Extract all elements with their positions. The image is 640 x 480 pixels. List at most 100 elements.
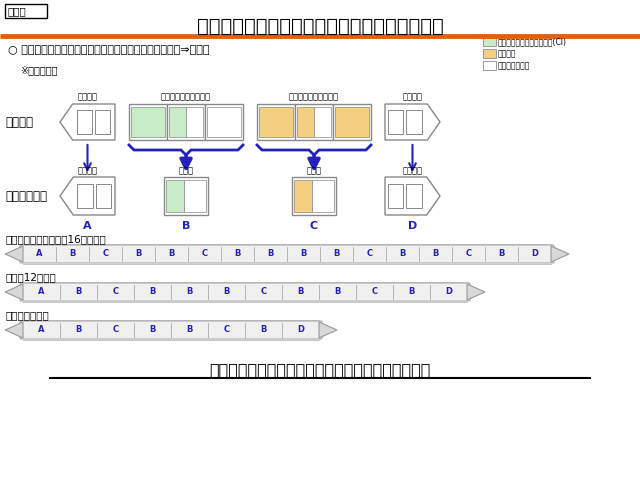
Bar [388, 110, 403, 133]
Text: B: B [76, 325, 82, 335]
Text: 基本設計の変更なく、様々な編成構成に対応が可能: 基本設計の変更なく、様々な編成構成に対応が可能 [209, 362, 431, 377]
Text: B: B [186, 325, 193, 335]
Text: ※イメージ図: ※イメージ図 [20, 65, 58, 75]
FancyBboxPatch shape [20, 245, 554, 263]
Text: D: D [297, 325, 304, 335]
Text: D: D [531, 250, 538, 259]
Bar [77, 184, 93, 208]
Bar [131, 107, 165, 137]
Text: C: C [310, 221, 318, 231]
Bar [129, 104, 167, 140]
Text: B: B [135, 250, 141, 259]
Text: 変圧器あり（３種類）: 変圧器あり（３種類） [289, 92, 339, 101]
Text: B: B [334, 288, 340, 297]
Bar [333, 104, 371, 140]
Text: D: D [445, 288, 452, 297]
Text: B: B [499, 250, 505, 259]
Bar [295, 104, 333, 140]
Bar [483, 61, 496, 70]
Bar [335, 107, 369, 137]
Text: B: B [223, 288, 230, 297]
Bar [483, 37, 496, 46]
Polygon shape [467, 284, 485, 300]
Text: B: B [260, 325, 267, 335]
Bar [95, 110, 111, 133]
Text: 変圧器なし（３種類）: 変圧器なし（３種類） [161, 92, 211, 101]
Text: ：コンバータ・インバータ(CI): ：コンバータ・インバータ(CI) [498, 37, 567, 46]
Text: B: B [298, 288, 304, 297]
Bar [257, 104, 295, 140]
Bar [297, 107, 314, 137]
Text: A: A [38, 325, 45, 335]
Text: 東海道・山陽新幹線（16両編成）: 東海道・山陽新幹線（16両編成） [5, 234, 106, 244]
Text: B: B [149, 288, 156, 297]
Bar [312, 180, 334, 212]
Text: 【標準車両】: 【標準車両】 [5, 190, 47, 203]
Bar [406, 110, 422, 133]
Bar [169, 107, 186, 137]
Text: B: B [76, 288, 82, 297]
Text: １種類: １種類 [179, 166, 193, 175]
Text: C: C [223, 325, 230, 335]
Text: A: A [38, 288, 45, 297]
Text: B: B [408, 288, 415, 297]
Text: B: B [268, 250, 274, 259]
Text: B: B [234, 250, 241, 259]
Bar [205, 104, 243, 140]
Bar [483, 49, 496, 58]
Polygon shape [551, 246, 569, 262]
Text: 先頭車１: 先頭車１ [77, 92, 97, 101]
Bar [406, 184, 422, 208]
Text: １種類: １種類 [307, 166, 321, 175]
Text: 先頭車２: 先頭車２ [403, 166, 422, 175]
Text: C: C [113, 325, 118, 335]
Polygon shape [60, 104, 115, 140]
Text: B: B [333, 250, 340, 259]
Bar [207, 107, 241, 137]
Polygon shape [385, 104, 440, 140]
Text: 先頭車２: 先頭車２ [403, 92, 422, 101]
Bar [96, 184, 111, 208]
Text: 別紙２: 別紙２ [7, 6, 26, 16]
Bar [292, 177, 336, 215]
Text: C: C [102, 250, 109, 259]
Text: C: C [260, 288, 267, 297]
Text: （例）12両編成: （例）12両編成 [5, 272, 56, 282]
Polygon shape [60, 177, 115, 215]
Text: B: B [149, 325, 156, 335]
Text: 先頭車１: 先頭車１ [77, 166, 97, 175]
Text: ：変圧器: ：変圧器 [498, 49, 516, 58]
Text: 【従来】: 【従来】 [5, 116, 33, 129]
Text: C: C [202, 250, 207, 259]
Bar [314, 107, 331, 137]
Text: B: B [186, 288, 193, 297]
Bar [5, 4, 47, 18]
Text: C: C [367, 250, 372, 259]
Text: C: C [465, 250, 472, 259]
Bar [388, 184, 403, 208]
Polygon shape [5, 246, 23, 262]
Polygon shape [5, 284, 23, 300]
Text: B: B [432, 250, 438, 259]
Text: B: B [168, 250, 175, 259]
Text: D: D [408, 221, 417, 231]
Text: C: C [371, 288, 378, 297]
Text: B: B [399, 250, 406, 259]
Polygon shape [385, 177, 440, 215]
Bar [167, 104, 205, 140]
Text: 様々な新幹線に適用可能な「標準車両」の実現: 様々な新幹線に適用可能な「標準車両」の実現 [196, 16, 444, 36]
Polygon shape [319, 322, 337, 338]
Bar [166, 180, 184, 212]
Text: B: B [300, 250, 307, 259]
Text: B: B [69, 250, 76, 259]
FancyBboxPatch shape [20, 321, 322, 339]
Bar [259, 107, 293, 137]
Bar [186, 107, 203, 137]
Bar [294, 180, 312, 212]
Bar [184, 180, 206, 212]
Text: ：その他の機器: ：その他の機器 [498, 61, 531, 70]
Text: A: A [36, 250, 43, 259]
Polygon shape [5, 322, 23, 338]
FancyBboxPatch shape [20, 283, 470, 301]
Bar [164, 177, 208, 215]
